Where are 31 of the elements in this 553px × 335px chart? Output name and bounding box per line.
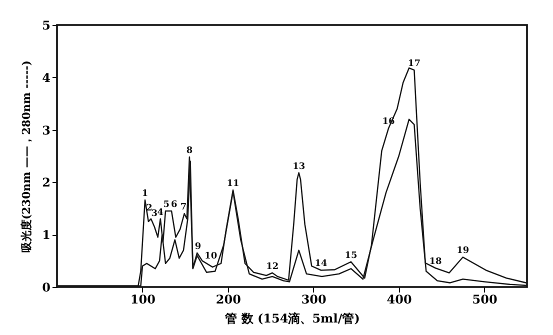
y-tick-label: 3: [42, 123, 50, 138]
annotation: 5: [163, 200, 170, 210]
x-axis-title: 管 数 (154滴、5ml/管): [224, 312, 360, 326]
y-tick-label: 0: [42, 280, 50, 294]
y-tick-label: 4: [42, 70, 50, 85]
annotation: 11: [226, 179, 240, 190]
annotation: 19: [456, 246, 470, 256]
x-tick-label: 500: [472, 292, 498, 306]
x-tick-label: 400: [386, 292, 412, 306]
annotation: 9: [194, 242, 202, 252]
x-tick-label: 100: [130, 292, 156, 306]
annotation: 7: [180, 202, 187, 213]
y-axis-title: 吸光度(230nm ——，280nm -----): [20, 60, 34, 253]
x-tick-label: 300: [301, 292, 326, 306]
y-tick-label: 1: [42, 228, 50, 242]
annotation: 15: [344, 250, 358, 261]
annotation: 2: [146, 204, 152, 214]
x-tick-label: 200: [216, 292, 241, 306]
annotation: 1: [142, 189, 148, 200]
annotation: 17: [408, 59, 420, 70]
annotation: 8: [186, 146, 193, 156]
y-tick-label: 5: [42, 18, 50, 32]
annotation: 14: [314, 259, 328, 270]
annotation: 13: [292, 162, 306, 172]
y-tick-label: 2: [42, 176, 50, 190]
annotation: 10: [204, 251, 218, 262]
annotation: 6: [170, 200, 178, 210]
annotation: 4: [157, 208, 164, 218]
annotation: 3: [151, 208, 158, 219]
annotation: 18: [429, 257, 442, 268]
annotation: 12: [266, 262, 279, 272]
